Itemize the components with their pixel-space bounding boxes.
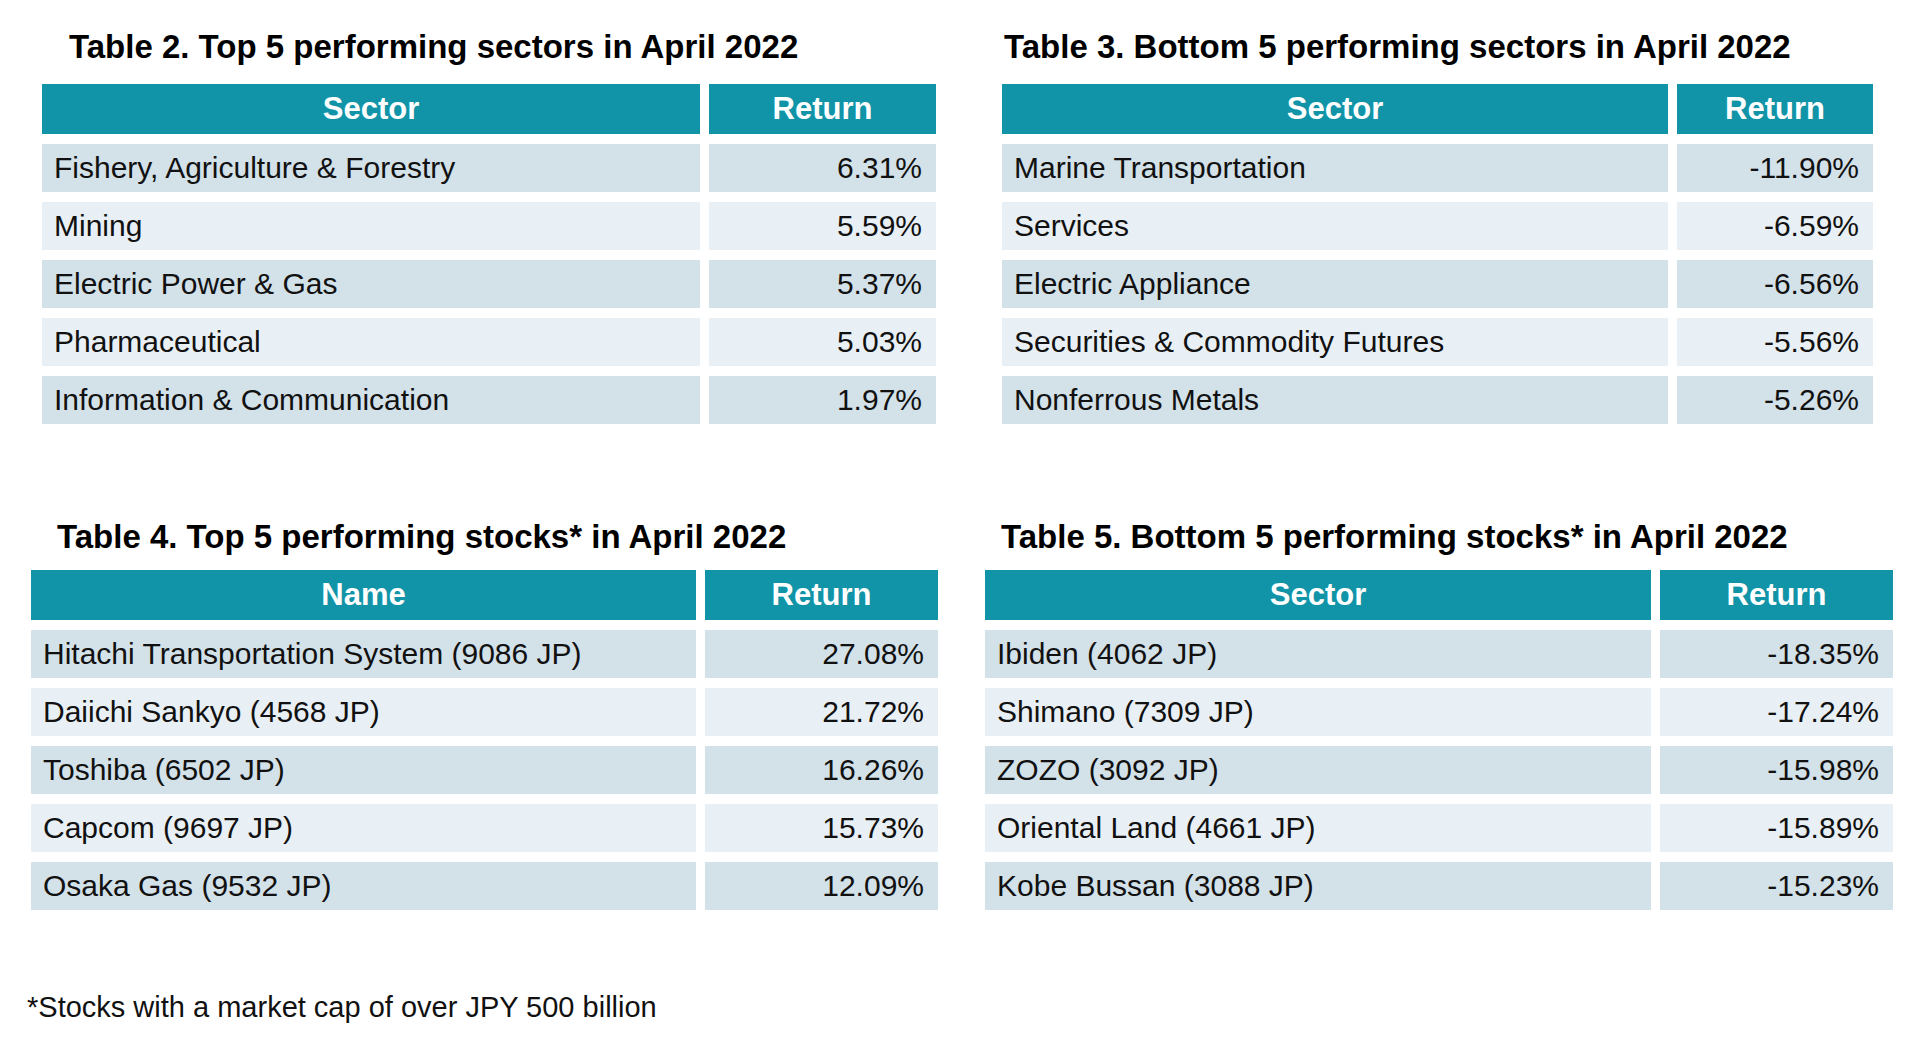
table-2-top-sectors: Table 2. Top 5 performing sectors in Apr… bbox=[42, 28, 936, 424]
row-return-cell: 5.03% bbox=[709, 318, 936, 366]
table-row: Toshiba (6502 JP) 16.26% bbox=[31, 746, 938, 794]
row-label-cell: Kobe Bussan (3088 JP) bbox=[985, 862, 1651, 910]
row-return-cell: 5.59% bbox=[709, 202, 936, 250]
table-4-rows: Hitachi Transportation System (9086 JP) … bbox=[31, 630, 938, 910]
row-return-cell: 15.73% bbox=[705, 804, 938, 852]
table-3-bottom-sectors: Table 3. Bottom 5 performing sectors in … bbox=[1002, 28, 1873, 424]
row-label-cell: Osaka Gas (9532 JP) bbox=[31, 862, 696, 910]
table-5-header-row: Sector Return bbox=[985, 570, 1893, 620]
page: { "colors": { "header_bg": "#1194A8", "r… bbox=[0, 0, 1920, 1039]
table-2-title: Table 2. Top 5 performing sectors in Apr… bbox=[42, 28, 936, 66]
row-label-cell: Securities & Commodity Futures bbox=[1002, 318, 1668, 366]
table-2-header-return: Return bbox=[709, 84, 936, 134]
table-5-header-return: Return bbox=[1660, 570, 1893, 620]
table-4-title: Table 4. Top 5 performing stocks* in Apr… bbox=[31, 518, 938, 556]
row-label-cell: Electric Appliance bbox=[1002, 260, 1668, 308]
row-label-cell: Services bbox=[1002, 202, 1668, 250]
table-row: Electric Appliance -6.56% bbox=[1002, 260, 1873, 308]
row-return-cell: 16.26% bbox=[705, 746, 938, 794]
row-return-cell: -6.56% bbox=[1677, 260, 1873, 308]
row-label-cell: Ibiden (4062 JP) bbox=[985, 630, 1651, 678]
row-return-cell: -15.98% bbox=[1660, 746, 1893, 794]
row-label-cell: Electric Power & Gas bbox=[42, 260, 700, 308]
table-row: Securities & Commodity Futures -5.56% bbox=[1002, 318, 1873, 366]
table-row: Osaka Gas (9532 JP) 12.09% bbox=[31, 862, 938, 910]
table-row: Nonferrous Metals -5.26% bbox=[1002, 376, 1873, 424]
footnote: *Stocks with a market cap of over JPY 50… bbox=[27, 990, 657, 1024]
row-return-cell: 27.08% bbox=[705, 630, 938, 678]
table-2-header-row: Sector Return bbox=[42, 84, 936, 134]
table-4-header-name: Name bbox=[31, 570, 696, 620]
row-label-cell: Capcom (9697 JP) bbox=[31, 804, 696, 852]
row-label-cell: Mining bbox=[42, 202, 700, 250]
row-label-cell: Nonferrous Metals bbox=[1002, 376, 1668, 424]
row-return-cell: 21.72% bbox=[705, 688, 938, 736]
row-label-cell: Information & Communication bbox=[42, 376, 700, 424]
row-return-cell: -18.35% bbox=[1660, 630, 1893, 678]
row-return-cell: 5.37% bbox=[709, 260, 936, 308]
row-label-cell: Hitachi Transportation System (9086 JP) bbox=[31, 630, 696, 678]
table-5-title: Table 5. Bottom 5 performing stocks* in … bbox=[985, 518, 1893, 556]
table-row: Pharmaceutical 5.03% bbox=[42, 318, 936, 366]
row-label-cell: Marine Transportation bbox=[1002, 144, 1668, 192]
table-row: Fishery, Agriculture & Forestry 6.31% bbox=[42, 144, 936, 192]
table-3-header-row: Sector Return bbox=[1002, 84, 1873, 134]
table-row: Ibiden (4062 JP) -18.35% bbox=[985, 630, 1893, 678]
table-row: Kobe Bussan (3088 JP) -15.23% bbox=[985, 862, 1893, 910]
row-return-cell: -11.90% bbox=[1677, 144, 1873, 192]
table-2-rows: Fishery, Agriculture & Forestry 6.31% Mi… bbox=[42, 144, 936, 424]
table-row: Daiichi Sankyo (4568 JP) 21.72% bbox=[31, 688, 938, 736]
table-row: Capcom (9697 JP) 15.73% bbox=[31, 804, 938, 852]
table-4-header-return: Return bbox=[705, 570, 938, 620]
row-label-cell: Oriental Land (4661 JP) bbox=[985, 804, 1651, 852]
table-4-top-stocks: Table 4. Top 5 performing stocks* in Apr… bbox=[31, 518, 938, 910]
table-3-rows: Marine Transportation -11.90% Services -… bbox=[1002, 144, 1873, 424]
row-return-cell: 12.09% bbox=[705, 862, 938, 910]
table-5-header-sector: Sector bbox=[985, 570, 1651, 620]
table-5-bottom-stocks: Table 5. Bottom 5 performing stocks* in … bbox=[985, 518, 1893, 910]
table-row: Information & Communication 1.97% bbox=[42, 376, 936, 424]
row-label-cell: Toshiba (6502 JP) bbox=[31, 746, 696, 794]
table-3-header-sector: Sector bbox=[1002, 84, 1668, 134]
table-row: ZOZO (3092 JP) -15.98% bbox=[985, 746, 1893, 794]
row-return-cell: -15.89% bbox=[1660, 804, 1893, 852]
table-3-header-return: Return bbox=[1677, 84, 1873, 134]
row-return-cell: -17.24% bbox=[1660, 688, 1893, 736]
row-return-cell: 1.97% bbox=[709, 376, 936, 424]
row-return-cell: 6.31% bbox=[709, 144, 936, 192]
table-5-rows: Ibiden (4062 JP) -18.35% Shimano (7309 J… bbox=[985, 630, 1893, 910]
row-return-cell: -6.59% bbox=[1677, 202, 1873, 250]
table-2-header-sector: Sector bbox=[42, 84, 700, 134]
table-row: Oriental Land (4661 JP) -15.89% bbox=[985, 804, 1893, 852]
row-label-cell: ZOZO (3092 JP) bbox=[985, 746, 1651, 794]
table-row: Electric Power & Gas 5.37% bbox=[42, 260, 936, 308]
table-3-title: Table 3. Bottom 5 performing sectors in … bbox=[1002, 28, 1873, 66]
row-return-cell: -5.56% bbox=[1677, 318, 1873, 366]
row-label-cell: Shimano (7309 JP) bbox=[985, 688, 1651, 736]
table-row: Hitachi Transportation System (9086 JP) … bbox=[31, 630, 938, 678]
row-label-cell: Daiichi Sankyo (4568 JP) bbox=[31, 688, 696, 736]
row-return-cell: -5.26% bbox=[1677, 376, 1873, 424]
row-label-cell: Fishery, Agriculture & Forestry bbox=[42, 144, 700, 192]
table-row: Services -6.59% bbox=[1002, 202, 1873, 250]
table-4-header-row: Name Return bbox=[31, 570, 938, 620]
table-row: Shimano (7309 JP) -17.24% bbox=[985, 688, 1893, 736]
table-row: Marine Transportation -11.90% bbox=[1002, 144, 1873, 192]
table-row: Mining 5.59% bbox=[42, 202, 936, 250]
row-return-cell: -15.23% bbox=[1660, 862, 1893, 910]
row-label-cell: Pharmaceutical bbox=[42, 318, 700, 366]
